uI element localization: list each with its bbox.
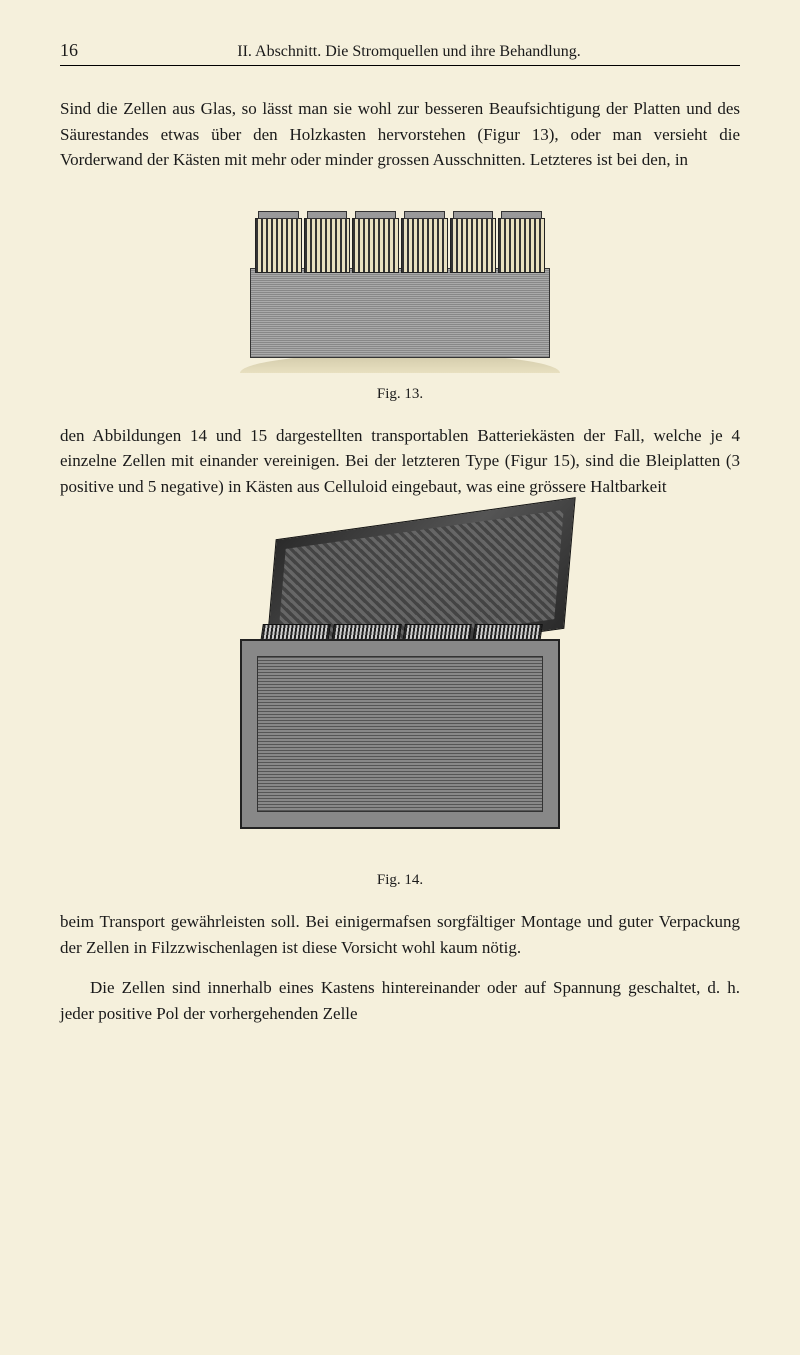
paragraph-2: den Abbildungen 14 und 15 dargestellten … <box>60 423 740 500</box>
figure-14-body-front <box>257 656 543 812</box>
figure-13-container: Fig. 13. <box>60 193 740 403</box>
figure-14-caption: Fig. 14. <box>60 872 740 889</box>
page-header: 16 II. Abschnitt. Die Stromquellen und i… <box>60 40 740 66</box>
figure-13-cell <box>255 218 302 273</box>
figure-13-cell <box>304 218 351 273</box>
page-number: 16 <box>60 40 78 61</box>
figure-14-container: Fig. 14. <box>60 519 740 889</box>
paragraph-3: beim Transport gewährleisten soll. Bei e… <box>60 909 740 960</box>
section-title: II. Abschnitt. Die Stromquellen und ihre… <box>78 43 740 61</box>
figure-13-cells <box>255 218 545 273</box>
figure-13-cell <box>401 218 448 273</box>
figure-14-image <box>210 519 590 859</box>
figure-13-cell <box>450 218 497 273</box>
figure-14-body <box>240 639 560 829</box>
figure-13-cell <box>498 218 545 273</box>
figure-13-box <box>250 268 550 358</box>
paragraph-1: Sind die Zellen aus Glas, so lässt man s… <box>60 96 740 173</box>
paragraph-4: Die Zellen sind innerhalb eines Kastens … <box>60 975 740 1026</box>
figure-13-image <box>220 193 580 373</box>
figure-13-cell <box>352 218 399 273</box>
figure-13-caption: Fig. 13. <box>60 386 740 403</box>
